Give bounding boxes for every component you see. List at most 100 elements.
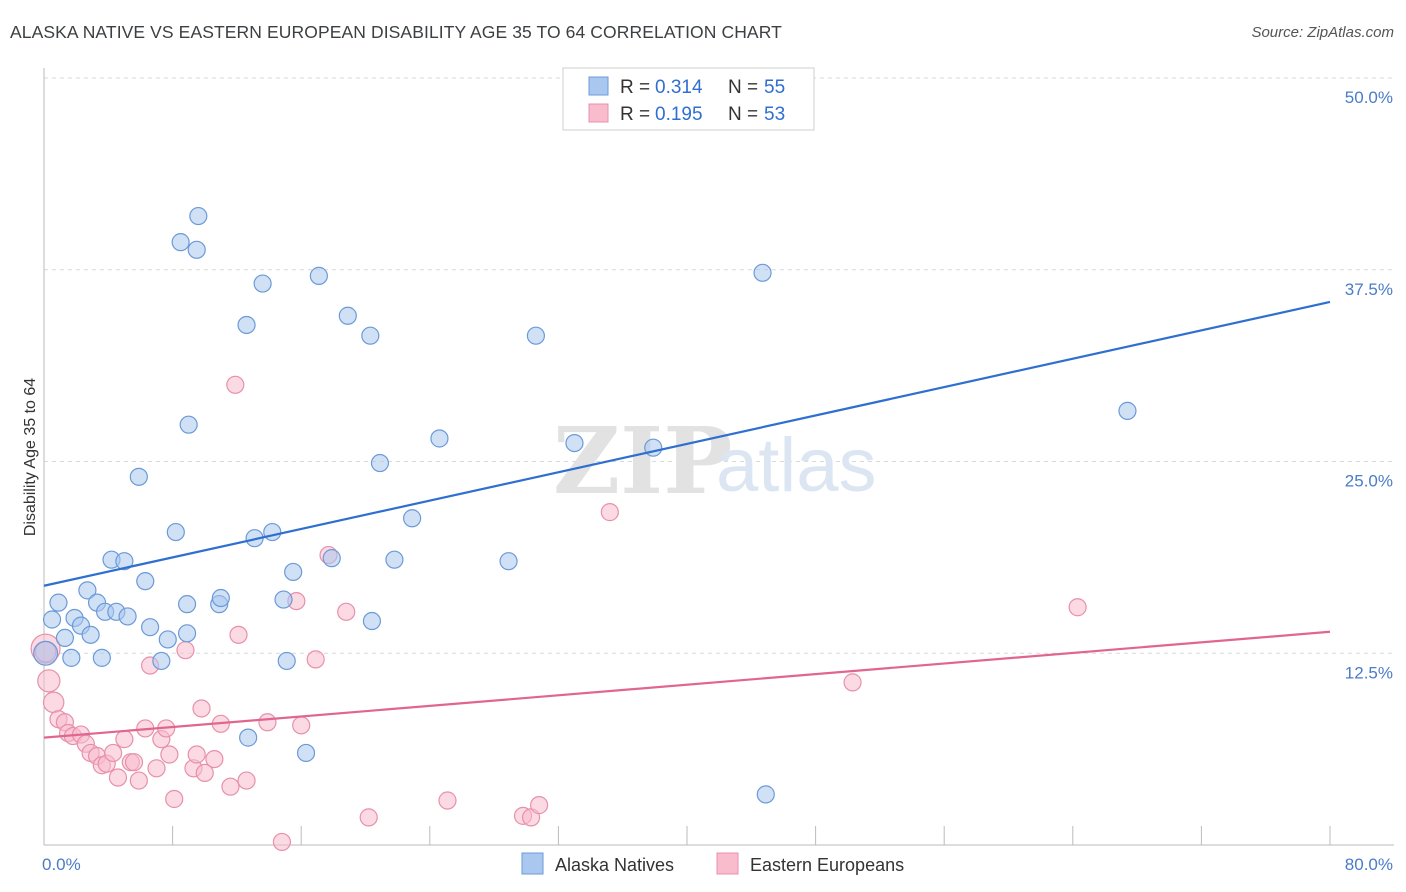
- trend-lines: [43, 300, 1331, 739]
- point-eastern-europeans-18: [129, 771, 148, 790]
- point-alaska-natives-31: [239, 728, 258, 747]
- point-eastern-europeans-33: [221, 777, 240, 796]
- legend-swatch-blue: [588, 76, 609, 96]
- chart-title: ALASKA NATIVE VS EASTERN EUROPEAN DISABI…: [10, 22, 782, 42]
- point-alaska-natives-35: [274, 590, 293, 609]
- point-alaska-natives-26: [187, 240, 206, 259]
- trend-line-eastern-europeans: [43, 630, 1331, 739]
- y-tick-label-0: 12.5%: [1345, 663, 1393, 682]
- point-alaska-natives-36: [277, 651, 296, 671]
- bottom-legend-swatch-blue: [521, 852, 544, 875]
- bottom-legend-label-eastern-europeans: Eastern Europeans: [750, 855, 904, 875]
- point-alaska-natives-53: [756, 785, 775, 804]
- point-eastern-europeans-50: [843, 673, 862, 692]
- point-alaska-natives-19: [158, 630, 177, 649]
- correlation-legend: R = 0.314 N = 55 R = 0.195 N = 53: [562, 67, 815, 131]
- point-alaska-natives-8: [81, 625, 100, 644]
- point-alaska-natives-21: [166, 522, 185, 542]
- point-alaska-natives-52: [753, 263, 772, 282]
- point-alaska-natives-34: [263, 522, 282, 542]
- point-alaska-natives-3: [55, 628, 74, 648]
- grid-lines: [44, 77, 1394, 654]
- point-eastern-europeans-14: [108, 768, 128, 787]
- point-alaska-natives-37: [284, 562, 303, 582]
- point-alaska-natives-2: [49, 593, 68, 612]
- point-eastern-europeans-34: [226, 375, 245, 394]
- bottom-legend-label-alaska-natives: Alaska Natives: [555, 855, 674, 875]
- legend-n-label-pink: N =: [728, 104, 758, 125]
- point-eastern-europeans-2: [42, 691, 65, 714]
- point-alaska-natives-33: [253, 274, 272, 293]
- point-eastern-europeans-37: [258, 713, 277, 732]
- point-eastern-europeans-35: [229, 625, 248, 644]
- trend-line-alaska-natives: [43, 300, 1331, 587]
- point-eastern-europeans-17: [124, 753, 144, 772]
- point-alaska-natives-54: [1118, 401, 1137, 420]
- point-alaska-natives-40: [322, 549, 341, 568]
- point-alaska-natives-41: [338, 306, 357, 325]
- point-alaska-natives-30: [237, 315, 256, 335]
- point-eastern-europeans-44: [359, 808, 378, 827]
- point-alaska-natives-50: [565, 433, 584, 453]
- point-alaska-natives-29: [211, 588, 230, 608]
- point-alaska-natives-48: [499, 552, 518, 571]
- point-alaska-natives-45: [385, 550, 404, 569]
- y-tick-label-3: 50.0%: [1345, 88, 1393, 107]
- point-eastern-europeans-29: [192, 699, 211, 718]
- point-alaska-natives-17: [140, 618, 160, 637]
- point-eastern-europeans-25: [165, 789, 184, 809]
- watermark-zip: ZIP: [553, 407, 732, 515]
- chart-source: Source: ZipAtlas.com: [1251, 24, 1394, 41]
- point-alaska-natives-20: [129, 467, 148, 486]
- point-eastern-europeans-21: [147, 759, 166, 778]
- y-tick-label-1: 25.0%: [1345, 472, 1393, 491]
- watermark-atlas: atlas: [716, 423, 877, 508]
- point-eastern-europeans-51: [1068, 598, 1087, 617]
- point-alaska-natives-15: [118, 607, 137, 626]
- axes: [43, 68, 1394, 846]
- point-eastern-europeans-38: [272, 832, 292, 852]
- legend-r-label-pink: R =: [620, 104, 650, 125]
- point-alaska-natives-49: [526, 326, 545, 345]
- point-alaska-natives-10: [92, 648, 111, 667]
- point-alaska-natives-14: [115, 552, 134, 571]
- series-alaska-natives: [33, 206, 1137, 804]
- x-tick-label-max: 80.0%: [1345, 855, 1393, 874]
- legend-r-value-pink: 0.195: [655, 104, 703, 125]
- x-tick-label-min: 0.0%: [42, 855, 81, 874]
- point-alaska-natives-38: [296, 743, 316, 763]
- point-eastern-europeans-24: [160, 745, 179, 764]
- point-eastern-europeans-43: [337, 602, 356, 621]
- y-axis-title: Disability Age 35 to 64: [22, 378, 39, 536]
- legend-n-value-blue: 55: [764, 77, 785, 98]
- point-alaska-natives-1: [42, 610, 62, 629]
- point-eastern-europeans-49: [600, 503, 619, 522]
- legend-swatch-pink: [588, 103, 609, 123]
- point-alaska-natives-27: [189, 206, 208, 226]
- point-alaska-natives-44: [370, 453, 390, 473]
- bottom-legend-swatch-pink: [716, 852, 739, 875]
- point-eastern-europeans-48: [530, 796, 549, 815]
- legend-n-label-blue: N =: [728, 77, 758, 98]
- point-alaska-natives-25: [179, 415, 198, 434]
- point-eastern-europeans-28: [187, 745, 206, 764]
- point-alaska-natives-22: [171, 233, 190, 252]
- point-eastern-europeans-31: [205, 749, 224, 769]
- point-eastern-europeans-45: [438, 791, 457, 810]
- y-tick-labels: 12.5% 25.0% 37.5% 50.0%: [1345, 88, 1393, 682]
- point-alaska-natives-42: [361, 326, 380, 345]
- point-eastern-europeans-30: [195, 763, 214, 783]
- series-legend: Alaska Natives Eastern Europeans: [521, 852, 904, 875]
- x-ticks: [43, 826, 1331, 845]
- point-alaska-natives-39: [309, 266, 328, 285]
- point-alaska-natives-18: [152, 651, 171, 671]
- point-alaska-natives-24: [177, 595, 197, 614]
- point-alaska-natives-23: [177, 624, 197, 643]
- point-alaska-natives-4: [62, 648, 81, 667]
- point-eastern-europeans-41: [306, 650, 325, 669]
- point-eastern-europeans-40: [292, 716, 311, 735]
- point-eastern-europeans-26: [176, 641, 195, 660]
- legend-r-label-blue: R =: [620, 77, 650, 98]
- point-alaska-natives-47: [430, 429, 449, 448]
